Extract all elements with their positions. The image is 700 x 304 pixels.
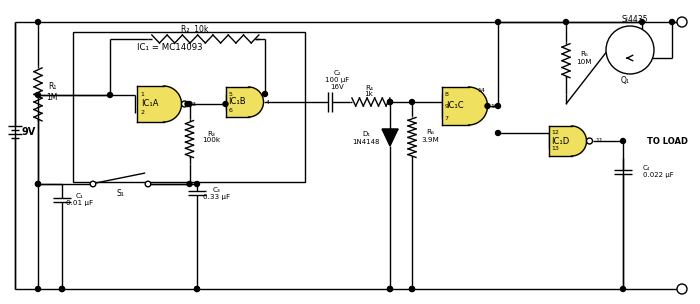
- Text: D₁
1N4148: D₁ 1N4148: [352, 132, 379, 144]
- Bar: [442, 87, 468, 125]
- Text: 10: 10: [491, 103, 498, 109]
- Text: Si4435: Si4435: [622, 16, 648, 25]
- Text: 6: 6: [228, 108, 232, 112]
- Text: 14: 14: [477, 88, 485, 92]
- Circle shape: [496, 103, 500, 109]
- Text: IC₁A: IC₁A: [141, 99, 159, 109]
- Polygon shape: [382, 129, 398, 146]
- Text: 9V: 9V: [22, 127, 36, 137]
- Circle shape: [195, 286, 200, 292]
- Text: 7: 7: [444, 116, 449, 120]
- Text: R₁
1M: R₁ 1M: [46, 82, 57, 102]
- Text: -: -: [680, 284, 684, 294]
- Circle shape: [496, 19, 500, 25]
- Circle shape: [410, 286, 414, 292]
- Text: +: +: [678, 17, 686, 27]
- Text: C₃
0.33 μF: C₃ 0.33 μF: [204, 186, 230, 199]
- Text: 13: 13: [552, 147, 559, 151]
- Circle shape: [195, 181, 200, 186]
- Polygon shape: [468, 87, 487, 125]
- Text: R₆
3.9M: R₆ 3.9M: [421, 130, 439, 143]
- Circle shape: [195, 286, 200, 292]
- Circle shape: [36, 181, 41, 186]
- Circle shape: [187, 102, 192, 106]
- Text: 3: 3: [192, 102, 195, 106]
- Text: R₅
10M: R₅ 10M: [576, 51, 592, 64]
- Text: R₄
1k: R₄ 1k: [365, 85, 373, 98]
- Circle shape: [606, 26, 654, 74]
- Circle shape: [587, 138, 592, 144]
- Circle shape: [410, 99, 414, 105]
- Bar: [549, 126, 571, 156]
- Text: R₃
100k: R₃ 100k: [202, 130, 220, 143]
- Circle shape: [388, 99, 393, 105]
- Circle shape: [388, 99, 393, 105]
- Circle shape: [185, 102, 190, 106]
- Circle shape: [60, 286, 64, 292]
- Polygon shape: [164, 86, 181, 122]
- Text: 11: 11: [596, 139, 603, 143]
- Text: 12: 12: [552, 130, 559, 136]
- Circle shape: [90, 181, 96, 187]
- Text: TO LOAD: TO LOAD: [647, 136, 688, 146]
- Circle shape: [187, 181, 192, 186]
- Circle shape: [36, 92, 41, 98]
- Polygon shape: [571, 126, 587, 156]
- Text: 1: 1: [141, 92, 144, 98]
- Text: Q₁: Q₁: [621, 75, 629, 85]
- Text: C₂
100 μF
16V: C₂ 100 μF 16V: [325, 70, 349, 90]
- Circle shape: [677, 284, 687, 294]
- Bar: [73, 32, 305, 182]
- Circle shape: [669, 19, 675, 25]
- Circle shape: [677, 17, 687, 27]
- Circle shape: [564, 19, 568, 25]
- Circle shape: [36, 286, 41, 292]
- Circle shape: [36, 19, 41, 25]
- Circle shape: [388, 286, 393, 292]
- Text: IC₁C: IC₁C: [446, 102, 464, 110]
- Circle shape: [181, 101, 188, 107]
- Circle shape: [485, 103, 490, 109]
- Circle shape: [410, 286, 414, 292]
- Circle shape: [388, 286, 393, 292]
- Text: 5: 5: [228, 92, 232, 96]
- Bar: [225, 87, 248, 117]
- Circle shape: [108, 92, 113, 98]
- Circle shape: [262, 92, 267, 96]
- Text: 2: 2: [141, 110, 144, 116]
- Circle shape: [640, 19, 645, 25]
- Circle shape: [36, 181, 41, 186]
- Text: S₁: S₁: [117, 188, 125, 198]
- Text: C₄
0.022 μF: C₄ 0.022 μF: [643, 165, 673, 178]
- Text: C₁
0.01 μF: C₁ 0.01 μF: [66, 194, 94, 206]
- Circle shape: [60, 286, 64, 292]
- Circle shape: [620, 286, 626, 292]
- Text: 4: 4: [265, 99, 270, 105]
- Text: 8: 8: [444, 92, 449, 96]
- Polygon shape: [248, 87, 263, 117]
- Circle shape: [145, 181, 150, 187]
- Text: IC₁B: IC₁B: [228, 98, 246, 106]
- Circle shape: [620, 139, 626, 143]
- Circle shape: [496, 130, 500, 136]
- Circle shape: [223, 102, 228, 106]
- Bar: [136, 86, 164, 122]
- Text: R₂  10k: R₂ 10k: [181, 26, 209, 34]
- Text: 9: 9: [444, 103, 449, 109]
- Text: IC₁D: IC₁D: [551, 136, 569, 146]
- Text: IC₁ = MC14093: IC₁ = MC14093: [137, 43, 203, 53]
